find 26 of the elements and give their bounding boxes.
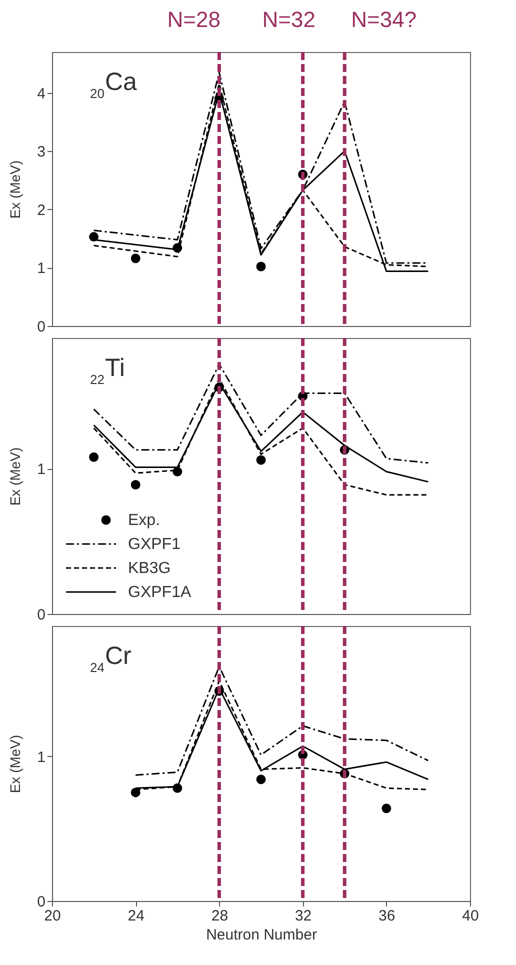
x-tick-label: 28	[211, 908, 228, 924]
y-tick-label: 0	[37, 606, 46, 624]
y-tick-label: 0	[37, 894, 46, 910]
x-tick-label: 24	[128, 908, 144, 924]
ref-line-label: N=34?	[351, 7, 417, 32]
ref-line-label: N=28	[167, 7, 220, 32]
y-axis-title: Ex (MeV)	[7, 160, 24, 219]
legend-label: GXPF1A	[128, 584, 192, 601]
y-axis-title: Ex (MeV)	[7, 447, 24, 506]
y-tick-label: 4	[37, 85, 46, 102]
x-axis-title: Neutron Number	[206, 926, 317, 944]
y-tick-label: 0	[37, 318, 46, 336]
x-tick-label: 32	[294, 908, 312, 924]
y-tick-label: 1	[37, 260, 46, 278]
ref-line-label: N=32	[262, 7, 316, 32]
y-tick-label: 2	[37, 202, 46, 219]
legend-label: GXPF1	[128, 536, 181, 553]
legend-label: Exp.	[128, 512, 160, 529]
y-tick-label: 1	[37, 748, 46, 766]
legend-label: KB3G	[128, 560, 171, 577]
x-tick-label: 40	[462, 908, 479, 924]
x-tick-label: 20	[44, 908, 61, 924]
y-axis-title: Ex (MeV)	[7, 734, 24, 794]
x-tick-label: 36	[378, 908, 396, 924]
y-tick-label: 1	[37, 461, 46, 478]
y-tick-label: 3	[37, 144, 46, 161]
